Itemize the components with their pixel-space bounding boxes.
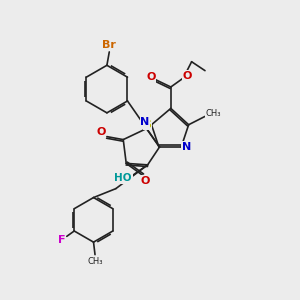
Text: O: O bbox=[96, 127, 106, 137]
Text: O: O bbox=[183, 71, 192, 81]
Text: O: O bbox=[146, 72, 156, 82]
Text: N: N bbox=[140, 117, 150, 127]
Text: Br: Br bbox=[102, 40, 116, 50]
Text: O: O bbox=[141, 176, 150, 186]
Text: N: N bbox=[182, 142, 191, 152]
Text: F: F bbox=[58, 235, 65, 245]
Text: S: S bbox=[143, 120, 151, 130]
Text: HO: HO bbox=[115, 173, 132, 183]
Text: CH₃: CH₃ bbox=[87, 257, 103, 266]
Text: CH₃: CH₃ bbox=[206, 109, 221, 118]
